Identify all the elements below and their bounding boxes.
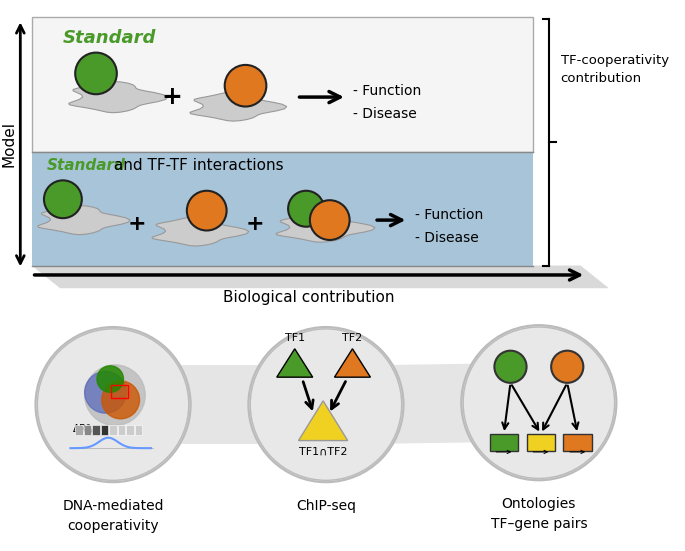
Bar bbox=[111, 385, 128, 398]
Bar bbox=[564, 434, 592, 451]
Circle shape bbox=[461, 325, 616, 480]
Bar bbox=[126, 425, 134, 435]
Circle shape bbox=[85, 371, 126, 413]
Circle shape bbox=[250, 329, 401, 480]
Text: and TF-TF interactions: and TF-TF interactions bbox=[110, 158, 284, 172]
Text: Ontologies
TF–gene pairs: Ontologies TF–gene pairs bbox=[490, 498, 587, 531]
Text: - Function
- Disease: - Function - Disease bbox=[415, 208, 483, 245]
Circle shape bbox=[225, 65, 266, 106]
Text: +: + bbox=[246, 214, 264, 234]
FancyBboxPatch shape bbox=[32, 17, 533, 152]
Polygon shape bbox=[368, 363, 497, 444]
Circle shape bbox=[44, 180, 82, 218]
Circle shape bbox=[288, 191, 324, 226]
Bar bbox=[135, 425, 142, 435]
Bar bbox=[101, 425, 108, 435]
FancyBboxPatch shape bbox=[32, 152, 533, 266]
Text: ChIP-seq: ChIP-seq bbox=[296, 499, 356, 513]
Bar bbox=[84, 425, 91, 435]
Bar bbox=[490, 434, 518, 451]
Bar bbox=[75, 425, 83, 435]
Text: Standard: Standard bbox=[47, 158, 125, 172]
Text: Standard: Standard bbox=[63, 29, 156, 47]
Bar bbox=[92, 425, 100, 435]
Text: DNA-mediated
cooperativity: DNA-mediated cooperativity bbox=[62, 499, 164, 533]
Circle shape bbox=[36, 327, 190, 482]
Circle shape bbox=[551, 350, 584, 383]
Circle shape bbox=[187, 191, 227, 230]
Bar bbox=[527, 434, 555, 451]
Text: +: + bbox=[161, 85, 182, 109]
Text: TF1∩TF2: TF1∩TF2 bbox=[299, 446, 347, 456]
Circle shape bbox=[85, 365, 145, 425]
Circle shape bbox=[101, 381, 140, 419]
Text: Model: Model bbox=[1, 121, 16, 168]
Text: TF-cooperativity
contribution: TF-cooperativity contribution bbox=[560, 55, 669, 85]
Text: - Function
- Disease: - Function - Disease bbox=[353, 84, 422, 121]
Circle shape bbox=[249, 327, 403, 482]
Circle shape bbox=[310, 200, 349, 240]
Text: TF2: TF2 bbox=[342, 333, 362, 343]
Circle shape bbox=[463, 327, 614, 478]
Polygon shape bbox=[299, 401, 348, 441]
Text: Biological contribution: Biological contribution bbox=[223, 290, 395, 305]
Circle shape bbox=[38, 329, 189, 480]
PathPatch shape bbox=[68, 82, 168, 113]
Text: TF1: TF1 bbox=[285, 333, 305, 343]
PathPatch shape bbox=[276, 213, 375, 242]
Bar bbox=[110, 425, 117, 435]
Bar bbox=[118, 425, 125, 435]
PathPatch shape bbox=[38, 206, 130, 235]
Polygon shape bbox=[32, 266, 609, 288]
Text: +: + bbox=[127, 214, 146, 234]
Circle shape bbox=[97, 366, 123, 392]
PathPatch shape bbox=[190, 92, 287, 121]
PathPatch shape bbox=[152, 217, 249, 246]
Circle shape bbox=[495, 350, 527, 383]
Polygon shape bbox=[334, 349, 371, 377]
Circle shape bbox=[75, 52, 117, 94]
Text: ΔR²ₚ: ΔR²ₚ bbox=[73, 424, 96, 434]
Polygon shape bbox=[155, 365, 284, 444]
Polygon shape bbox=[277, 349, 313, 377]
